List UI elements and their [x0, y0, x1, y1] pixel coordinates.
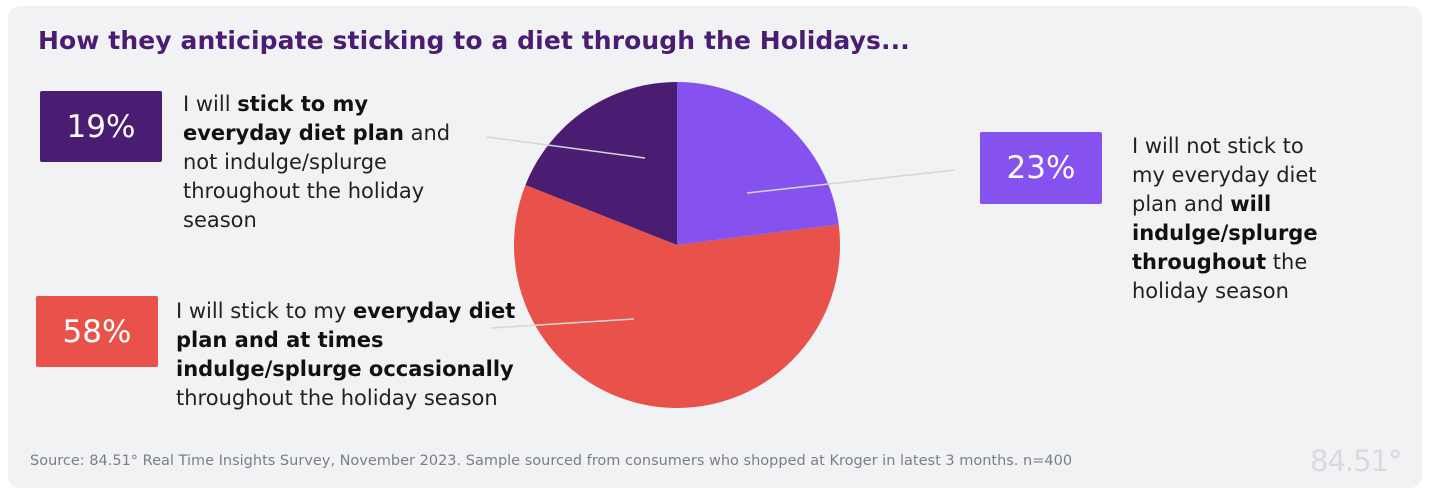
leader-line-stick	[486, 136, 646, 159]
brand-logo: 84.51°	[1310, 444, 1403, 478]
label-segment: I will not stick to my everyday diet pla…	[1132, 134, 1317, 216]
leader-line-not-stick	[746, 169, 956, 194]
leader-line-occasionally	[490, 318, 635, 329]
pie-slice-not-stick	[677, 82, 839, 245]
label-occasionally: I will stick to my everyday diet plan an…	[176, 297, 521, 413]
label-segment: I will	[183, 92, 238, 116]
label-segment: will indulge/splurge throughout	[1132, 192, 1318, 274]
label-stick: I will stick to my everyday diet plan an…	[183, 90, 483, 235]
label-segment: I will stick to my	[176, 299, 353, 323]
label-not-stick: I will not stick to my everyday diet pla…	[1132, 132, 1332, 306]
label-segment: throughout the holiday season	[176, 386, 498, 410]
badge-not-stick: 23%	[980, 132, 1102, 204]
badge-stick: 19%	[40, 91, 162, 162]
badge-occasionally: 58%	[36, 296, 158, 367]
pie-slice-stick	[525, 82, 677, 245]
label-segment: and not indulge/splurge throughout the h…	[183, 121, 451, 232]
pie-slice-occasionally	[514, 184, 840, 408]
chart-title: How they anticipate sticking to a diet t…	[38, 26, 910, 55]
source-note: Source: 84.51° Real Time Insights Survey…	[30, 453, 1073, 469]
label-segment: everyday diet plan and at times indulge/…	[176, 299, 516, 381]
label-segment: the holiday season	[1132, 250, 1308, 303]
label-segment: stick to my everyday diet plan	[183, 92, 404, 145]
